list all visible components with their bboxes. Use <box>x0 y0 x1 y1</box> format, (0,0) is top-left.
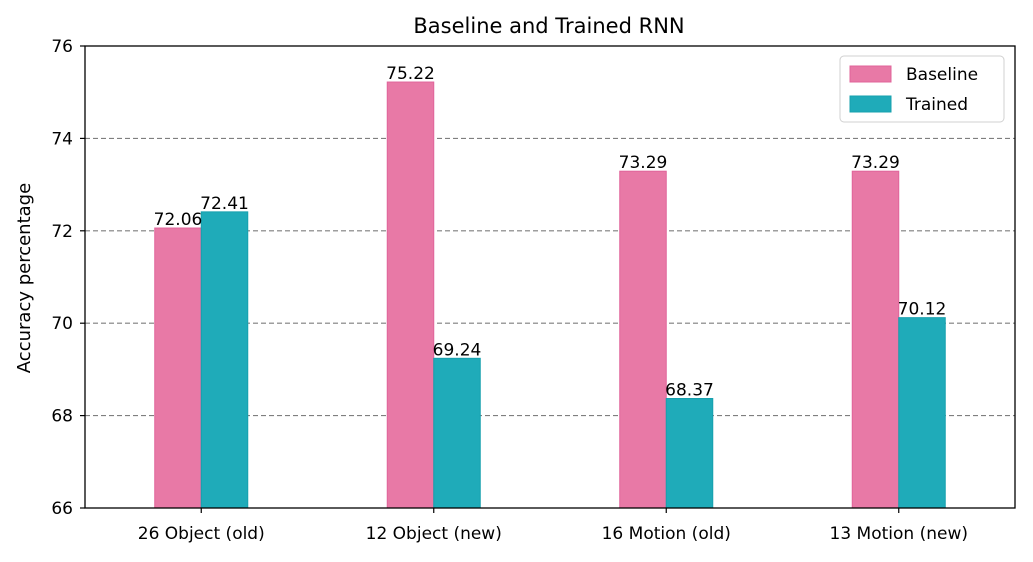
data-label-trained-0: 72.41 <box>200 194 249 214</box>
data-label-baseline-1: 75.22 <box>386 64 435 84</box>
legend-swatch-trained <box>849 95 892 113</box>
bar-trained-1 <box>433 357 481 509</box>
legend-swatch-baseline <box>849 65 892 83</box>
y-tick-label: 72 <box>51 222 73 242</box>
data-label-trained-2: 68.37 <box>665 381 714 401</box>
bar-baseline-3 <box>851 170 900 509</box>
x-tick-label: 26 Object (old) <box>138 524 265 544</box>
bar-trained-3 <box>898 317 946 509</box>
data-label-trained-3: 70.12 <box>898 300 947 320</box>
data-label-baseline-2: 73.29 <box>619 153 668 173</box>
x-tick-label: 16 Motion (old) <box>602 524 731 544</box>
x-tick-label: 13 Motion (new) <box>830 524 968 544</box>
data-label-baseline-3: 73.29 <box>851 153 900 173</box>
y-tick-label: 76 <box>51 37 73 57</box>
x-axis-ticks: 26 Object (old) 12 Object (new) 16 Motion … <box>138 508 968 544</box>
bar-trained-0 <box>200 211 249 509</box>
bar-trained-2 <box>665 398 714 509</box>
y-tick-label: 70 <box>51 314 73 334</box>
data-label-baseline-0: 72.06 <box>154 210 203 230</box>
y-tick-label: 74 <box>51 129 73 149</box>
legend: Baseline Trained <box>839 55 1005 123</box>
bars <box>154 81 946 509</box>
x-tick-label: 12 Object (new) <box>366 524 502 544</box>
y-axis-label: Accuracy percentage <box>14 183 35 373</box>
plot-frame <box>84 45 1016 509</box>
legend-label-baseline: Baseline <box>906 65 978 85</box>
y-tick-label: 66 <box>51 499 73 519</box>
bar-baseline-2 <box>619 170 667 509</box>
chart-title: Baseline and Trained RNN <box>413 14 684 38</box>
data-label-trained-1: 69.24 <box>433 340 482 360</box>
bar-baseline-0 <box>154 227 202 509</box>
legend-label-trained: Trained <box>905 95 968 115</box>
y-axis-ticks: 66 68 70 72 74 76 <box>51 37 85 519</box>
y-tick-label: 68 <box>51 407 73 427</box>
bar-baseline-1 <box>386 81 435 509</box>
